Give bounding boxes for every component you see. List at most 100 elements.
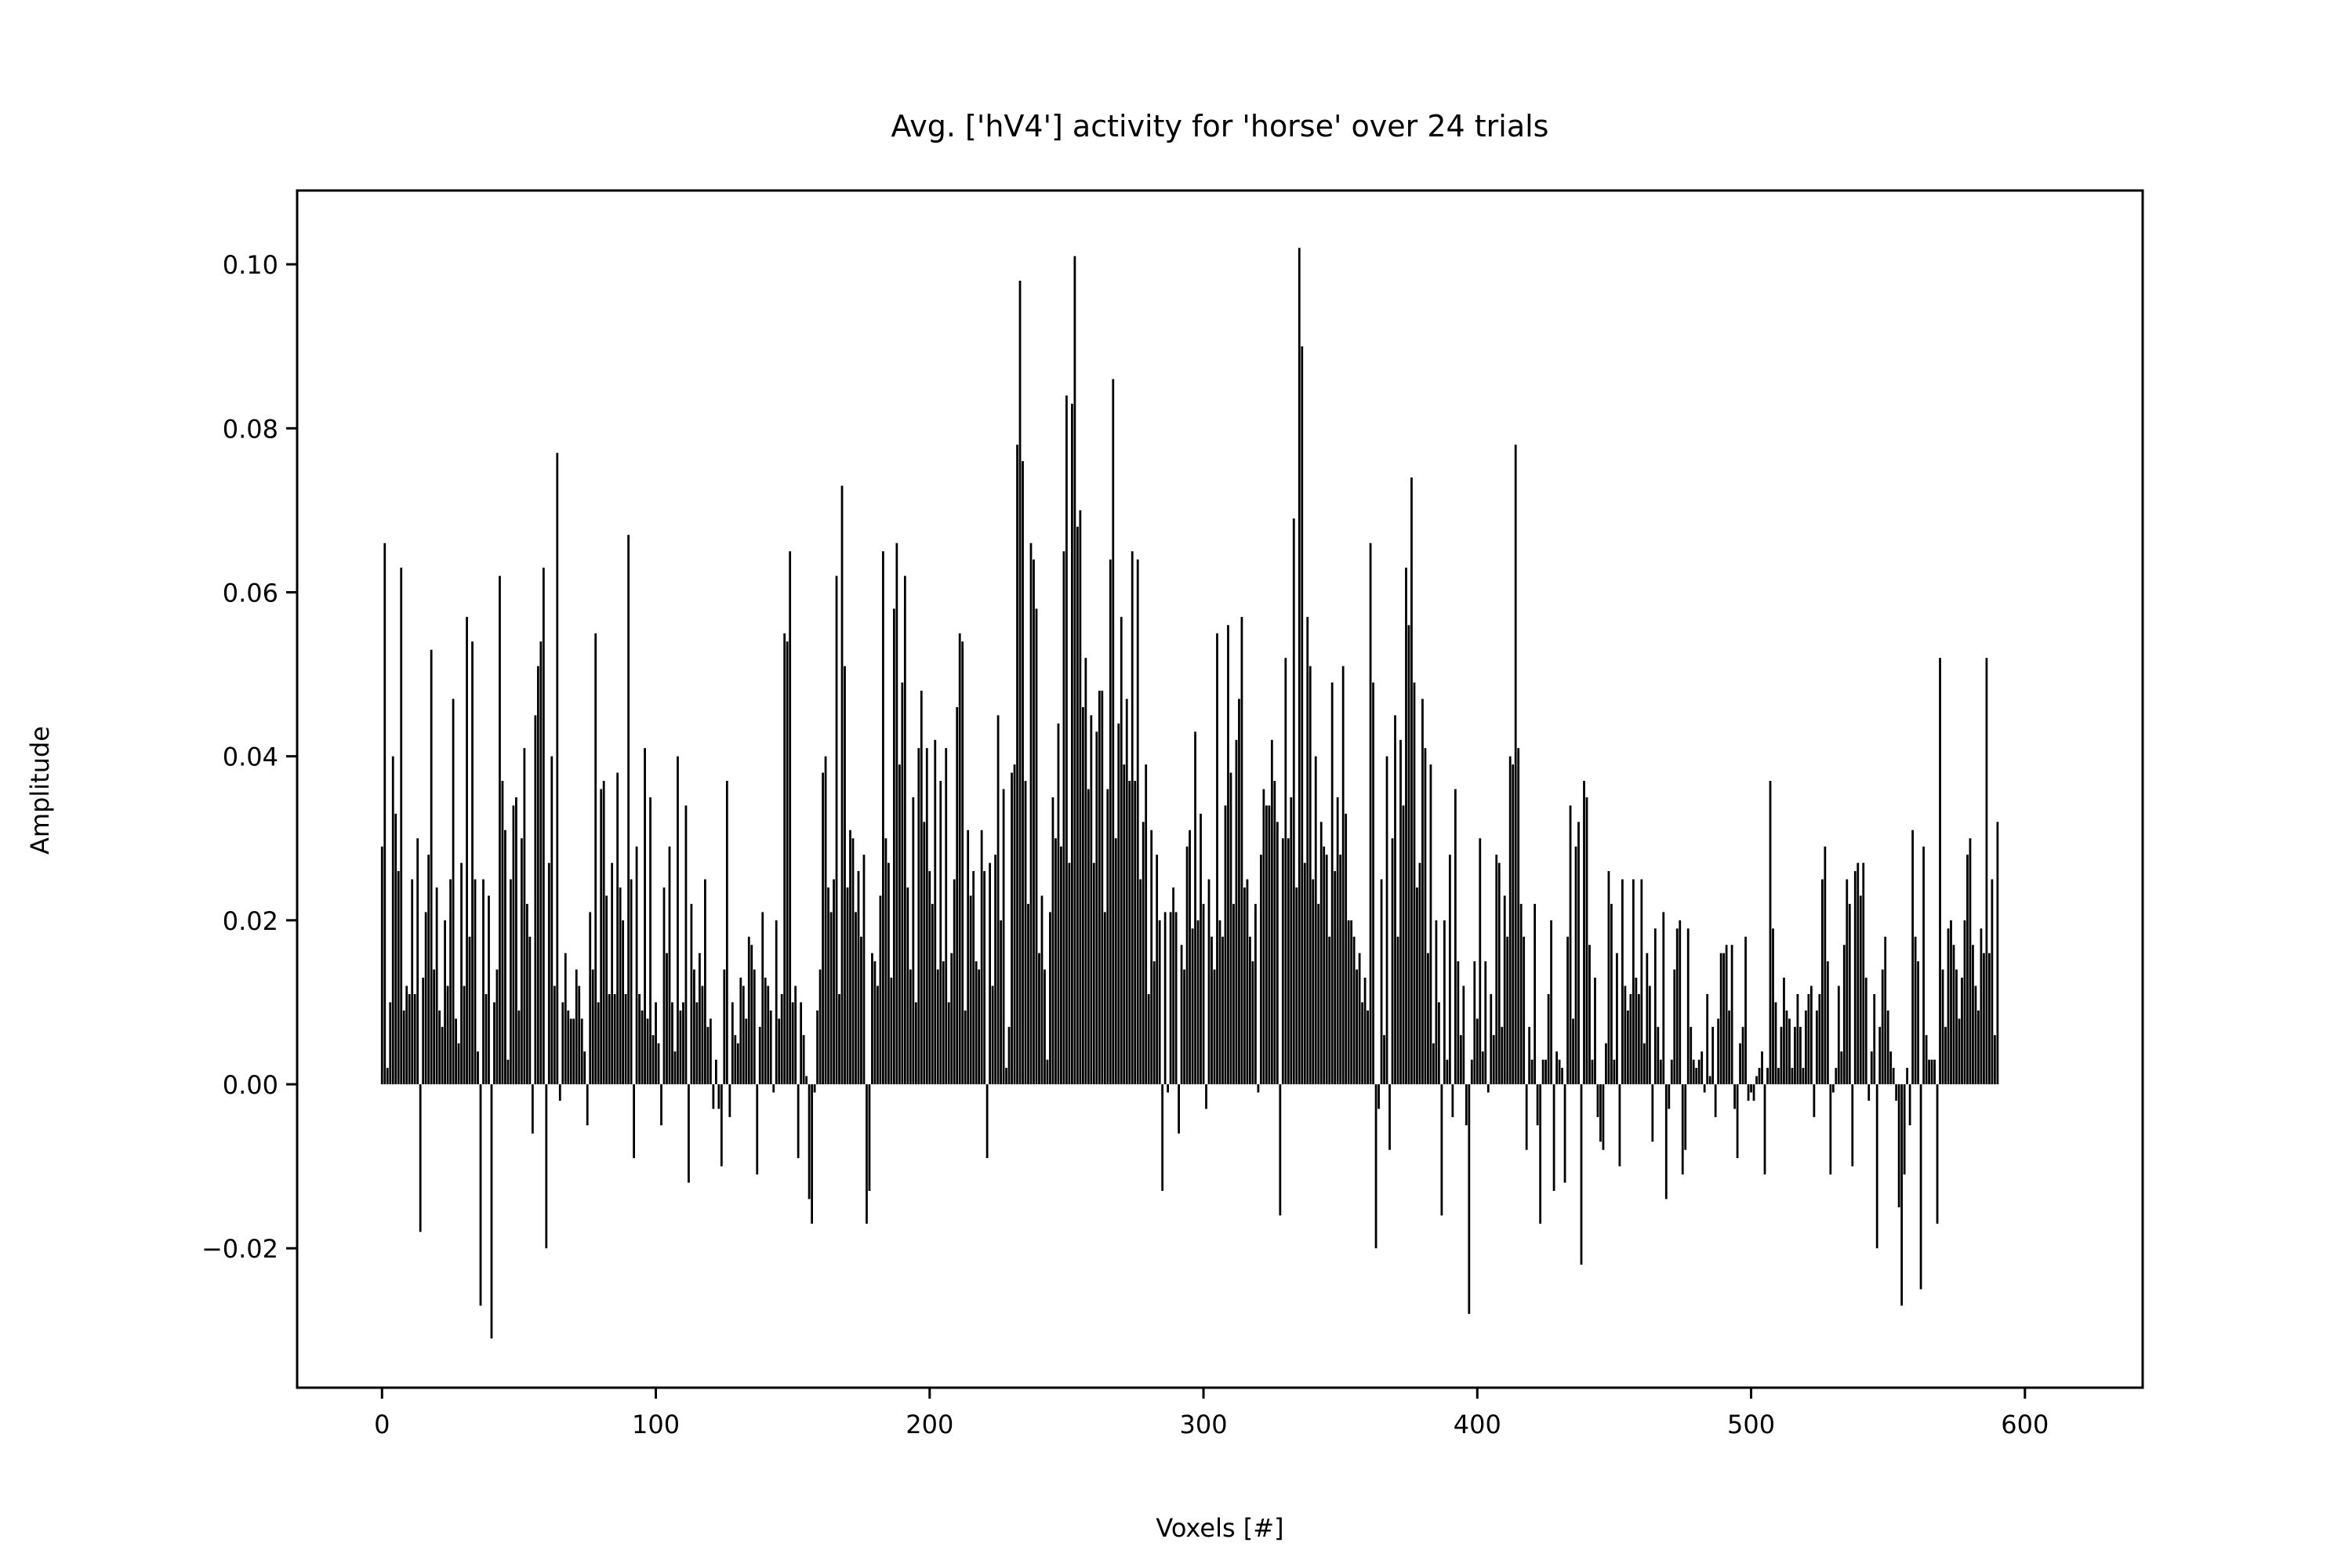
bar xyxy=(1684,1084,1687,1150)
bar xyxy=(1824,846,1827,1085)
bar xyxy=(1301,346,1304,1085)
bar xyxy=(1994,1035,1996,1085)
bar xyxy=(786,641,789,1085)
bar xyxy=(1262,789,1265,1085)
bar xyxy=(1481,1051,1484,1085)
bar xyxy=(866,1084,868,1224)
bar xyxy=(1033,559,1035,1085)
bar xyxy=(1616,953,1618,1085)
bar xyxy=(1106,789,1109,1085)
bar xyxy=(1580,1084,1583,1265)
bar xyxy=(985,1084,989,1159)
bar xyxy=(1120,616,1123,1085)
bar xyxy=(515,797,517,1085)
bar xyxy=(449,879,452,1085)
bar xyxy=(1785,1010,1788,1085)
bar xyxy=(1941,969,1944,1085)
bar xyxy=(769,1010,772,1085)
bar xyxy=(1955,969,1958,1085)
bar xyxy=(1675,928,1679,1085)
bar xyxy=(699,953,701,1085)
bar xyxy=(983,871,986,1085)
bar xyxy=(917,748,920,1085)
bar xyxy=(684,805,688,1085)
bar xyxy=(704,879,706,1085)
x-tick-label: 300 xyxy=(1180,1410,1228,1439)
bar xyxy=(1486,1084,1490,1093)
bar xyxy=(627,535,630,1085)
bar xyxy=(1183,969,1185,1085)
bar xyxy=(1864,978,1867,1085)
bar xyxy=(1095,731,1098,1085)
bar xyxy=(1385,756,1388,1085)
bar xyxy=(753,969,756,1085)
bar xyxy=(816,1010,818,1085)
bar xyxy=(818,969,822,1085)
bar xyxy=(1497,862,1501,1085)
bar xyxy=(1057,723,1060,1085)
bar xyxy=(827,887,829,1085)
bar xyxy=(1692,1059,1695,1085)
bar xyxy=(400,568,403,1085)
bar xyxy=(1358,953,1361,1085)
bar xyxy=(1640,879,1643,1085)
bar xyxy=(1314,756,1317,1085)
bar xyxy=(1046,1059,1049,1085)
bar xyxy=(1079,510,1082,1085)
bar xyxy=(1761,1051,1763,1085)
bar xyxy=(725,781,728,1085)
bar xyxy=(649,797,652,1085)
bar xyxy=(1172,887,1175,1085)
bar xyxy=(1594,978,1596,1085)
bar xyxy=(1142,822,1145,1085)
bar xyxy=(1213,969,1216,1085)
bar xyxy=(1862,862,1865,1085)
bar xyxy=(506,1059,510,1085)
bar xyxy=(1169,912,1172,1085)
bar xyxy=(1950,920,1952,1085)
bar xyxy=(1642,1043,1646,1085)
bar xyxy=(1098,690,1101,1085)
y-tick-label: 0.00 xyxy=(223,1070,278,1100)
bar xyxy=(1018,281,1022,1085)
bar xyxy=(1972,945,1974,1085)
bar xyxy=(1859,895,1862,1085)
bar xyxy=(1131,551,1134,1085)
bar xyxy=(536,666,539,1085)
bar xyxy=(1418,862,1421,1085)
bar xyxy=(857,871,860,1085)
y-tick-label: 0.02 xyxy=(223,906,278,936)
bar xyxy=(1235,739,1238,1085)
bar xyxy=(688,1084,690,1183)
bar xyxy=(1002,789,1005,1085)
bar xyxy=(1054,838,1057,1085)
bar xyxy=(1295,887,1298,1085)
bar xyxy=(1679,920,1682,1085)
bar xyxy=(1664,1084,1668,1200)
bar xyxy=(411,879,414,1085)
bar xyxy=(1503,895,1506,1085)
bar xyxy=(1596,1084,1599,1117)
bar xyxy=(424,912,427,1085)
bar xyxy=(600,789,603,1085)
bar xyxy=(1374,1084,1377,1249)
bar xyxy=(931,903,934,1085)
bar xyxy=(1334,871,1337,1085)
bar xyxy=(482,879,485,1085)
bar xyxy=(1459,1035,1462,1085)
bar xyxy=(758,1026,761,1085)
bar xyxy=(1038,953,1040,1085)
bar xyxy=(1842,945,1846,1085)
bar xyxy=(1402,805,1405,1085)
bar xyxy=(1944,1026,1947,1085)
bar xyxy=(1473,961,1476,1085)
bar xyxy=(964,1010,967,1085)
bar xyxy=(1446,1059,1449,1085)
bar xyxy=(1637,993,1640,1085)
bar xyxy=(1848,903,1851,1085)
bar xyxy=(838,993,840,1085)
bar xyxy=(855,912,857,1085)
bar xyxy=(912,797,915,1085)
bar xyxy=(778,1018,781,1085)
bar xyxy=(844,666,846,1085)
